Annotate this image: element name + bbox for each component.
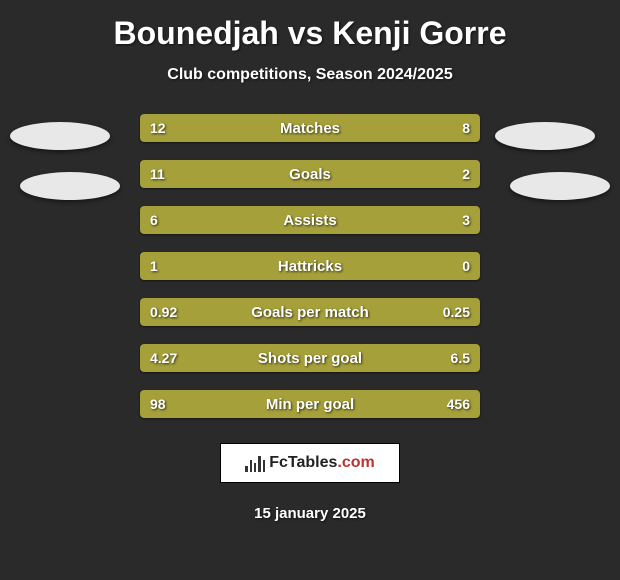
stat-row: 98456Min per goal: [140, 390, 480, 418]
bar-left: [140, 252, 412, 280]
bar-left: [140, 160, 405, 188]
bar-left: [140, 390, 412, 418]
page-title: Bounedjah vs Kenji Gorre: [114, 15, 507, 52]
bar-left: [140, 114, 395, 142]
stat-row: 112Goals: [140, 160, 480, 188]
bar-left: [140, 298, 395, 326]
player-placeholder-ellipse: [10, 122, 110, 150]
date-text: 15 january 2025: [254, 505, 366, 522]
stat-value-right: 456: [447, 390, 470, 418]
main-container: Bounedjah vs Kenji Gorre Club competitio…: [0, 0, 620, 580]
stat-value-right: 6.5: [451, 344, 470, 372]
stat-row: 63Assists: [140, 206, 480, 234]
stat-value-left: 11: [150, 160, 165, 188]
stat-row: 0.920.25Goals per match: [140, 298, 480, 326]
bar-chart-icon: [245, 454, 265, 472]
stat-value-left: 0.92: [150, 298, 177, 326]
stat-row: 4.276.5Shots per goal: [140, 344, 480, 372]
stat-value-right: 8: [462, 114, 470, 142]
stat-row: 128Matches: [140, 114, 480, 142]
stat-value-right: 3: [462, 206, 470, 234]
player-placeholder-ellipse: [510, 172, 610, 200]
stat-value-right: 0.25: [443, 298, 470, 326]
fctables-logo[interactable]: FcTables.com: [220, 443, 400, 483]
stat-value-right: 2: [462, 160, 470, 188]
stat-row: 10Hattricks: [140, 252, 480, 280]
player-placeholder-ellipse: [495, 122, 595, 150]
page-subtitle: Club competitions, Season 2024/2025: [167, 66, 452, 84]
player-placeholder-ellipse: [20, 172, 120, 200]
stat-value-left: 12: [150, 114, 166, 142]
stat-value-left: 4.27: [150, 344, 177, 372]
stat-value-right: 0: [462, 252, 470, 280]
stat-value-left: 6: [150, 206, 158, 234]
stats-wrapper: 128Matches112Goals63Assists10Hattricks0.…: [0, 114, 620, 418]
bar-left: [140, 206, 378, 234]
logo-text: FcTables.com: [269, 454, 375, 472]
stat-value-left: 1: [150, 252, 158, 280]
stat-value-left: 98: [150, 390, 166, 418]
